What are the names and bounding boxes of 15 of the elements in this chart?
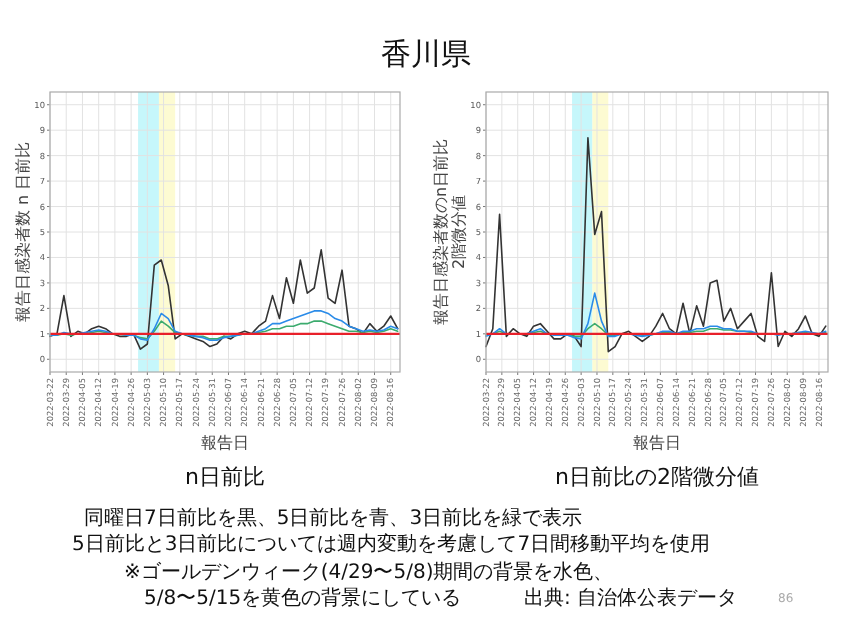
- text: 5日前比と3日前比については週内変動を考慮して7日間移動平均を使用: [72, 532, 711, 556]
- source-note: 出典: 自治体公表データ: [524, 586, 738, 610]
- text: n日前比の2階微分値: [555, 464, 759, 490]
- line-series: [49, 310, 399, 341]
- text: 香川県: [381, 36, 471, 72]
- text: 5/8〜5/15を黄色の背景にしている: [144, 586, 462, 610]
- text: n日前比: [185, 464, 265, 490]
- y-axis-title: 報告日感染者数 n 日前比: [14, 141, 32, 323]
- line-series: [485, 137, 827, 353]
- text: ※ゴールデンウィーク(4/29〜5/8)期間の背景を水色、: [124, 560, 614, 584]
- x-axis-title: 報告日: [201, 434, 249, 452]
- y-axis-title: 報告日感染者数のn日前比 2階微分値: [432, 138, 468, 326]
- line-series: [49, 249, 399, 350]
- text: 同曜日7日前比を黒、5日前比を青、3日前比を緑で表示: [84, 506, 583, 530]
- x-axis-title: 報告日: [633, 434, 681, 452]
